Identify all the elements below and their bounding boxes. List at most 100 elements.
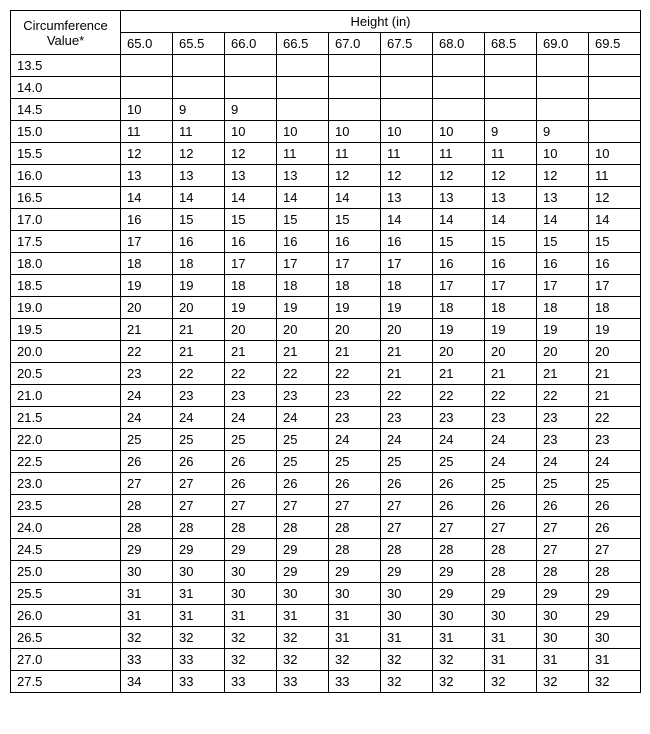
table-cell: 27 bbox=[537, 539, 589, 561]
table-cell: 24 bbox=[173, 407, 225, 429]
table-cell: 14 bbox=[225, 187, 277, 209]
table-cell: 12 bbox=[433, 165, 485, 187]
table-cell: 27 bbox=[121, 473, 173, 495]
table-cell: 31 bbox=[485, 627, 537, 649]
table-cell bbox=[433, 55, 485, 77]
col-group-label: Height (in) bbox=[121, 11, 641, 33]
table-cell bbox=[173, 55, 225, 77]
table-cell: 28 bbox=[277, 517, 329, 539]
table-cell: 19 bbox=[173, 275, 225, 297]
table-cell: 12 bbox=[485, 165, 537, 187]
table-cell bbox=[433, 99, 485, 121]
table-cell: 25 bbox=[433, 451, 485, 473]
table-cell: 31 bbox=[329, 627, 381, 649]
table-cell: 14 bbox=[485, 209, 537, 231]
table-cell: 16 bbox=[277, 231, 329, 253]
table-cell: 32 bbox=[329, 649, 381, 671]
table-cell: 30 bbox=[381, 605, 433, 627]
table-cell: 18 bbox=[381, 275, 433, 297]
table-row: 17.016151515151414141414 bbox=[11, 209, 641, 231]
table-cell: 23 bbox=[173, 385, 225, 407]
table-cell: 20 bbox=[485, 341, 537, 363]
table-cell bbox=[537, 55, 589, 77]
table-cell: 29 bbox=[433, 583, 485, 605]
table-cell: 28 bbox=[121, 517, 173, 539]
table-row: 27.033333232323232313131 bbox=[11, 649, 641, 671]
table-body: 13.514.014.5109915.0111110101010109915.5… bbox=[11, 55, 641, 693]
column-header: 65.0 bbox=[121, 33, 173, 55]
table-cell: 28 bbox=[173, 517, 225, 539]
table-cell: 18 bbox=[329, 275, 381, 297]
table-cell: 32 bbox=[433, 649, 485, 671]
table-cell: 14 bbox=[537, 209, 589, 231]
table-cell bbox=[329, 99, 381, 121]
table-cell: 26 bbox=[485, 495, 537, 517]
table-cell: 26 bbox=[381, 473, 433, 495]
table-cell bbox=[589, 99, 641, 121]
table-row: 24.028282828282727272726 bbox=[11, 517, 641, 539]
table-cell: 14 bbox=[433, 209, 485, 231]
table-cell: 26 bbox=[225, 451, 277, 473]
table-cell: 28 bbox=[329, 517, 381, 539]
table-cell: 31 bbox=[121, 583, 173, 605]
column-header: 66.0 bbox=[225, 33, 277, 55]
table-cell: 31 bbox=[225, 605, 277, 627]
table-cell bbox=[381, 55, 433, 77]
table-cell: 21 bbox=[589, 363, 641, 385]
table-cell: 29 bbox=[173, 539, 225, 561]
table-cell: 27 bbox=[381, 495, 433, 517]
table-cell: 13 bbox=[121, 165, 173, 187]
table-cell: 28 bbox=[121, 495, 173, 517]
row-header-label: Circumference Value* bbox=[11, 11, 121, 55]
table-cell: 26 bbox=[329, 473, 381, 495]
table-cell bbox=[277, 99, 329, 121]
table-cell: 31 bbox=[433, 627, 485, 649]
table-cell: 30 bbox=[433, 605, 485, 627]
row-label: 22.0 bbox=[11, 429, 121, 451]
table-cell: 21 bbox=[381, 341, 433, 363]
table-cell: 16 bbox=[121, 209, 173, 231]
table-cell: 10 bbox=[225, 121, 277, 143]
table-cell: 11 bbox=[381, 143, 433, 165]
table-cell bbox=[225, 55, 277, 77]
table-row: 26.532323232313131313030 bbox=[11, 627, 641, 649]
table-cell: 17 bbox=[329, 253, 381, 275]
table-cell bbox=[173, 77, 225, 99]
column-header: 65.5 bbox=[173, 33, 225, 55]
table-cell: 19 bbox=[329, 297, 381, 319]
column-header: 66.5 bbox=[277, 33, 329, 55]
row-label: 26.0 bbox=[11, 605, 121, 627]
table-cell: 22 bbox=[381, 385, 433, 407]
table-cell: 31 bbox=[485, 649, 537, 671]
table-cell: 26 bbox=[589, 495, 641, 517]
table-row: 13.5 bbox=[11, 55, 641, 77]
table-cell bbox=[381, 99, 433, 121]
table-cell: 10 bbox=[277, 121, 329, 143]
table-cell: 28 bbox=[225, 517, 277, 539]
table-cell: 27 bbox=[589, 539, 641, 561]
table-cell: 23 bbox=[589, 429, 641, 451]
table-cell: 19 bbox=[589, 319, 641, 341]
table-cell: 13 bbox=[537, 187, 589, 209]
row-label: 18.5 bbox=[11, 275, 121, 297]
table-cell: 32 bbox=[225, 649, 277, 671]
column-header: 67.0 bbox=[329, 33, 381, 55]
row-label: 24.5 bbox=[11, 539, 121, 561]
table-cell: 17 bbox=[225, 253, 277, 275]
table-row: 23.528272727272726262626 bbox=[11, 495, 641, 517]
row-label: 14.0 bbox=[11, 77, 121, 99]
row-label: 25.0 bbox=[11, 561, 121, 583]
table-cell: 19 bbox=[537, 319, 589, 341]
table-row: 21.024232323232222222221 bbox=[11, 385, 641, 407]
table-cell: 12 bbox=[329, 165, 381, 187]
table-cell: 29 bbox=[121, 539, 173, 561]
table-cell: 16 bbox=[485, 253, 537, 275]
table-cell: 20 bbox=[537, 341, 589, 363]
table-cell: 33 bbox=[329, 671, 381, 693]
row-label: 25.5 bbox=[11, 583, 121, 605]
table-cell: 32 bbox=[433, 671, 485, 693]
table-cell: 23 bbox=[225, 385, 277, 407]
table-cell: 17 bbox=[121, 231, 173, 253]
table-cell: 28 bbox=[433, 539, 485, 561]
table-row: 26.031313131313030303029 bbox=[11, 605, 641, 627]
